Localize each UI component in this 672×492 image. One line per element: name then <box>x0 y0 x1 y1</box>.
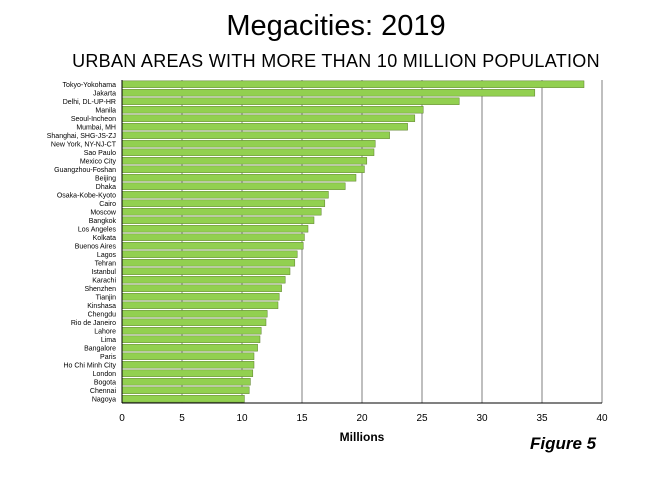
category-label: Rio de Janeiro <box>71 320 116 327</box>
category-label: Delhi, DL-UP-HR <box>63 99 116 106</box>
x-tick-label: 20 <box>356 413 368 424</box>
bar <box>121 378 251 386</box>
bar <box>121 97 460 105</box>
category-label: Ho Chi Minh City <box>63 362 116 369</box>
category-label: Seoul-Incheon <box>71 116 116 123</box>
category-label: Kinshasa <box>87 303 116 310</box>
bar <box>121 80 585 88</box>
category-label: Shenzhen <box>84 286 116 293</box>
category-label: Dhaka <box>96 184 116 191</box>
category-label: Lagos <box>97 252 117 259</box>
bar <box>121 276 286 284</box>
chart-subtitle: URBAN AREAS WITH MORE THAN 10 MILLION PO… <box>72 51 600 71</box>
bar <box>121 335 261 343</box>
bar <box>121 131 390 139</box>
category-label: Manila <box>95 107 116 114</box>
bar <box>121 386 250 394</box>
bar <box>121 369 254 377</box>
bar <box>121 89 536 97</box>
chart-title: Megacities: 2019 <box>226 10 446 42</box>
bar <box>121 157 368 165</box>
category-label: Bangalore <box>84 345 116 352</box>
bar <box>121 233 305 241</box>
bar <box>121 123 408 131</box>
x-tick-label: 15 <box>296 413 308 424</box>
bar <box>121 114 416 122</box>
bar <box>121 208 322 216</box>
bar <box>121 267 291 275</box>
category-label: Osaka-Kobe-Kyoto <box>57 192 116 199</box>
bar <box>121 293 280 301</box>
x-tick-label: 0 <box>119 413 125 424</box>
category-label: Tokyo-Yokohama <box>63 82 117 89</box>
category-label: Chennai <box>90 388 117 395</box>
bar <box>121 216 315 224</box>
category-label: Cairo <box>99 201 116 208</box>
bar <box>121 140 376 148</box>
category-label: Mexico City <box>80 158 117 165</box>
category-label: Moscow <box>90 209 117 216</box>
category-label: Bogota <box>94 379 116 386</box>
bar <box>121 395 245 403</box>
bar <box>121 284 282 292</box>
bar <box>121 310 268 318</box>
bar <box>121 174 357 182</box>
x-tick-label: 10 <box>236 413 248 424</box>
x-tick-label: 25 <box>416 413 428 424</box>
category-label: Jakarta <box>93 90 116 97</box>
category-label: Mumbai, MH <box>76 124 116 131</box>
bar <box>121 182 346 190</box>
bar <box>121 327 262 335</box>
bar <box>121 250 298 258</box>
category-label: Beijing <box>95 175 116 182</box>
bar <box>121 106 424 114</box>
category-label: New York, NY-NJ-CT <box>51 141 117 148</box>
category-label: Guangzhou-Foshan <box>54 167 116 174</box>
category-label: Sao Paulo <box>84 150 116 157</box>
category-label: Buenos Aires <box>75 243 117 250</box>
bar <box>121 199 326 207</box>
category-label: Istanbul <box>91 269 116 276</box>
x-axis-title: Millions <box>340 430 385 444</box>
bar <box>121 225 309 233</box>
bar <box>121 242 304 250</box>
bar <box>121 191 329 199</box>
x-tick-labels: 0 5 10 15 20 25 30 35 40 <box>119 413 608 424</box>
category-label: Bangkok <box>89 218 117 225</box>
bar <box>121 344 258 352</box>
category-label: Nagoya <box>92 396 116 403</box>
category-label: Tehran <box>95 260 117 267</box>
x-tick-label: 40 <box>596 413 608 424</box>
category-label: Los Angeles <box>78 226 117 233</box>
x-tick-label: 35 <box>536 413 548 424</box>
x-tick-label: 30 <box>476 413 488 424</box>
category-label: Tianjin <box>96 294 116 301</box>
category-label: Shanghai, SHG-JS-ZJ <box>47 133 116 140</box>
bar <box>121 165 365 173</box>
category-label: Lima <box>101 337 116 344</box>
bar <box>121 301 279 309</box>
category-label: London <box>93 371 116 378</box>
bar <box>121 148 375 156</box>
bar <box>121 318 267 326</box>
figure-label: Figure 5 <box>530 434 597 453</box>
bar <box>121 352 255 360</box>
bar <box>121 361 255 369</box>
bar <box>121 259 296 267</box>
category-label: Karachi <box>92 277 116 284</box>
category-label: Chengdu <box>88 311 117 318</box>
category-label: Paris <box>100 354 116 361</box>
x-tick-label: 5 <box>179 413 185 424</box>
category-label: Kolkata <box>93 235 116 242</box>
category-label: Lahore <box>94 328 116 335</box>
